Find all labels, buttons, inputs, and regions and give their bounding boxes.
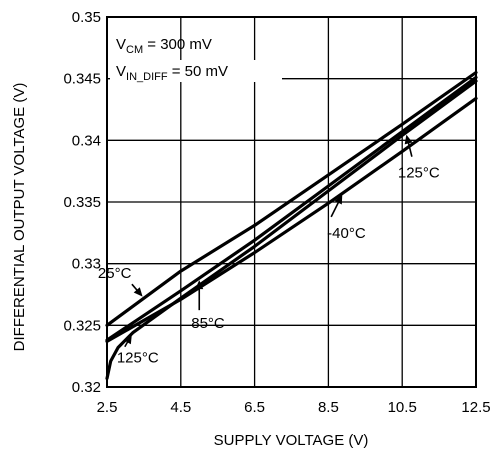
curve-annotation: 25°C <box>98 265 143 297</box>
x-tick-label: 6.5 <box>244 399 265 416</box>
x-tick-label: 8.5 <box>318 399 339 416</box>
vin-symbol: V <box>116 63 126 80</box>
vcm-subscript: CM <box>126 44 143 56</box>
vin-value: = 50 mV <box>168 63 228 80</box>
x-axis-title: SUPPLY VOLTAGE (V) <box>214 432 369 449</box>
y-tick-label: 0.34 <box>72 132 101 149</box>
series-line-25c <box>105 70 478 327</box>
annotation-arrow-head <box>133 287 143 297</box>
y-tick-label: 0.33 <box>72 256 101 273</box>
y-tick-label: 0.335 <box>63 194 101 211</box>
x-tick-label: 4.5 <box>170 399 191 416</box>
y-tick-label: 0.32 <box>72 379 101 396</box>
curve-annotation: 125°C <box>398 134 440 182</box>
annotation-label: 125°C <box>398 165 440 182</box>
x-tick-label: 2.5 <box>97 399 118 416</box>
curve-annotation: 85°C <box>191 280 225 332</box>
series-layer <box>105 70 478 380</box>
y-tick-label: 0.325 <box>63 317 101 334</box>
series-line-125c <box>105 79 478 380</box>
vcm-symbol: V <box>116 36 126 53</box>
curve-annotation: -40°C <box>327 194 366 242</box>
annotation-label: -40°C <box>327 225 366 242</box>
x-tick-label: 12.5 <box>461 399 490 416</box>
condition-backdrop <box>110 60 282 82</box>
tick-labels: 2.5 4.5 6.5 8.5 10.5 12.5 0.32 0.325 0.33 0.335 0.… <box>63 9 490 416</box>
condition-vcm: VCM = 300 mV <box>116 36 212 56</box>
annotation-arrow-head <box>334 194 343 205</box>
annotation-label: 85°C <box>191 315 225 332</box>
plot-frame <box>106 16 477 388</box>
annotation-arrow-head <box>404 134 413 145</box>
annotation-arrow-head <box>195 280 204 290</box>
vin-subscript: IN_DIFF <box>126 71 168 83</box>
y-tick-label: 0.35 <box>72 9 101 26</box>
condition-vin-diff: VIN_DIFF = 50 mV <box>110 60 282 83</box>
annotation-label: 25°C <box>98 265 132 282</box>
series-line-85c <box>105 75 478 342</box>
annotation-arrow-shaft <box>330 199 341 218</box>
curve-annotation: 125°C <box>117 334 159 367</box>
svg-text:VCM = 300 mV: VCM = 300 mV <box>116 36 212 56</box>
annotations: 25°C 85°C -40°C 125°C 125°C <box>98 134 440 367</box>
x-tick-label: 10.5 <box>388 399 417 416</box>
svg-text:VIN_DIFF = 50 mV: VIN_DIFF = 50 mV <box>116 63 228 83</box>
y-tick-label: 0.345 <box>63 71 101 88</box>
annotation-label: 125°C <box>117 350 159 367</box>
annotation-arrow-head <box>123 334 132 345</box>
y-axis-title: DIFFERENTIAL OUTPUT VOLTAGE (V) <box>11 83 28 352</box>
vcm-value: = 300 mV <box>143 36 212 53</box>
